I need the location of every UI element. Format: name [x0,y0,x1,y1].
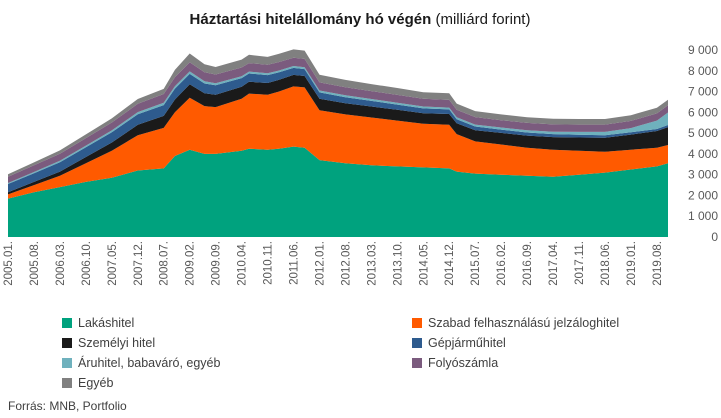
x-tick-label: 2015.07. [470,241,482,286]
x-tick-label: 2012.08. [340,241,352,286]
legend-swatch [62,338,72,348]
x-tick-label: 2014.05. [418,241,430,286]
legend-label: Szabad felhasználású jelzáloghitel [428,316,619,330]
x-tick-label: 2010.04. [237,241,249,286]
legend-label: Gépjárműhitel [428,336,506,350]
area-series-4 [8,67,668,193]
x-tick-label: 2009.09. [211,241,223,286]
x-tick-label: 2017.11. [574,241,586,285]
x-tick-label: 2017.04. [548,241,560,286]
y-tick-label: 7 000 [688,85,718,99]
legend-label: Egyéb [78,376,113,390]
y-tick-label: 6 000 [688,105,718,119]
y-tick-label: 3 000 [688,168,718,182]
x-tick-label: 2012.01. [315,241,327,286]
x-tick-label: 2013.03. [366,241,378,286]
y-tick-label: 8 000 [688,64,718,78]
x-tick-label: 2006.10. [81,241,93,286]
legend-swatch [412,358,422,368]
x-tick-label: 2014.12. [444,241,456,286]
chart-title: Háztartási hitelállomány hó végén (milli… [190,11,531,28]
legend-swatch [62,358,72,368]
x-tick-label: 2009.02. [185,241,197,286]
area-series-2 [8,86,668,199]
legend: Lakáshitel Szabad felhasználású jelzálogh… [62,316,619,390]
y-tick-label: 4 000 [688,147,718,161]
legend-swatch [412,338,422,348]
x-tick-label: 2005.01. [3,241,15,286]
x-axis: 2005.01. 2005.08. 2006.03. 2006.10. 2007.05.… [3,241,664,286]
x-tick-label: 2008.07. [159,241,171,286]
x-tick-label: 2018.06. [600,241,612,286]
area-series-3 [8,74,668,195]
x-tick-label: 2016.02. [496,241,508,286]
chart-title-bold: Háztartási hitelállomány hó végén [190,11,432,28]
x-tick-label: 2007.12. [133,241,145,286]
y-tick-label: 1 000 [688,209,718,223]
chart-title-rest: (milliárd forint) [431,11,530,28]
legend-label: Folyószámla [428,356,498,370]
source-note: Forrás: MNB, Portfolio [8,399,127,413]
x-tick-label: 2019.01. [626,241,638,286]
stacked-areas [8,49,668,237]
legend-label: Lakáshitel [78,316,134,330]
y-tick-label: 0 [711,230,718,244]
x-tick-label: 2011.06. [289,241,301,285]
y-tick-label: 5 000 [688,126,718,140]
x-tick-label: 2016.09. [522,241,534,286]
y-axis: 0 1 000 2 000 3 000 4 000 5 000 6 000 7 000 8 00… [688,43,718,244]
x-tick-label: 2006.03. [55,241,67,286]
legend-swatch [62,378,72,388]
x-tick-label: 2019.08. [652,241,664,286]
x-tick-label: 2010.11. [263,241,275,285]
y-tick-label: 9 000 [688,43,718,57]
legend-swatch [412,318,422,328]
y-tick-label: 2 000 [688,188,718,202]
x-tick-label: 2013.10. [392,241,404,286]
area-series-1 [8,146,668,237]
x-tick-label: 2007.05. [107,241,119,286]
legend-swatch [62,318,72,328]
x-tick-label: 2005.08. [29,241,41,286]
legend-label: Személyi hitel [78,336,155,350]
legend-label: Áruhitel, babaváró, egyéb [78,355,221,370]
